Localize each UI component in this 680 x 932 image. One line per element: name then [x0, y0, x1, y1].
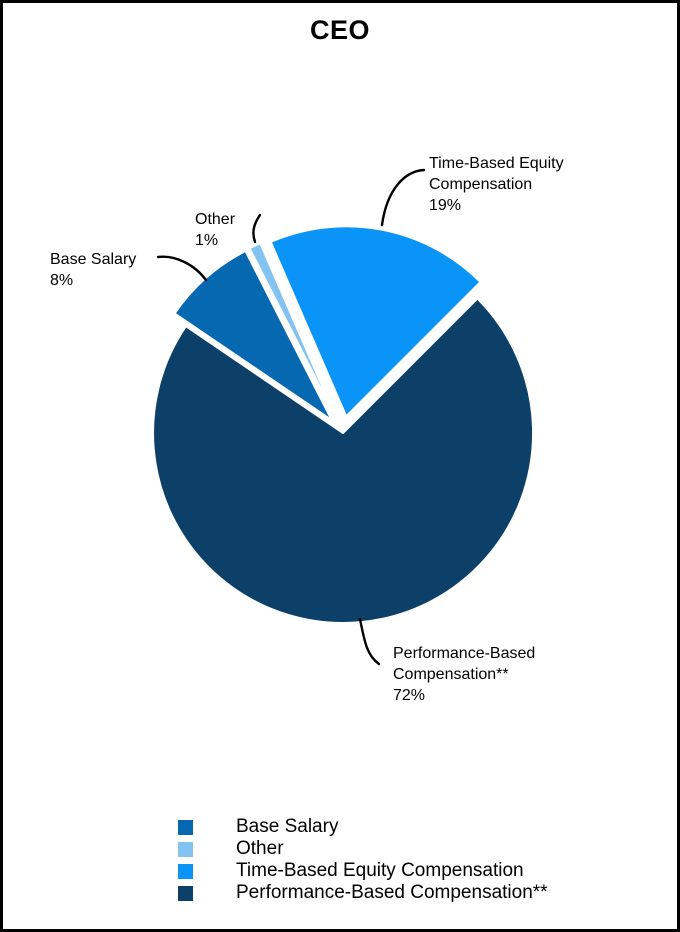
- legend-label-time-based: Time-Based Equity Compensation: [236, 860, 524, 881]
- page-title: CEO: [309, 15, 370, 45]
- legend-swatch-other: [178, 841, 193, 857]
- legend-swatch-base-salary: [178, 819, 193, 835]
- pie-chart: [152, 168, 535, 666]
- pie-slice-time-based-equity-compensation: [269, 225, 482, 418]
- leader-line-time-based: [380, 168, 426, 227]
- legend-swatch-performance: [178, 885, 193, 901]
- legend: Base Salary Other Time-Based Equity Comp…: [178, 816, 548, 904]
- label-time-based-equity: Time-Based Equity Compensation 19%: [429, 155, 564, 214]
- legend-row-performance: Performance-Based Compensation**: [178, 882, 548, 904]
- pie-slices: [152, 225, 535, 624]
- legend-label-other: Other: [236, 838, 284, 859]
- leader-line-performance: [358, 617, 381, 666]
- legend-label-base-salary: Base Salary: [236, 816, 339, 837]
- legend-swatch-time-based: [178, 863, 193, 879]
- label-other: Other 1%: [195, 211, 236, 249]
- leader-line-base-salary: [156, 255, 208, 282]
- legend-label-performance: Performance-Based Compensation**: [236, 882, 548, 903]
- leader-line-other: [252, 213, 262, 244]
- pie-slice-other: [248, 242, 337, 419]
- legend-row-time-based: Time-Based Equity Compensation: [178, 860, 548, 882]
- label-performance-based: Performance-Based Compensation** 72%: [393, 645, 536, 704]
- legend-row-other: Other: [178, 838, 548, 860]
- legend-row-base-salary: Base Salary: [178, 816, 548, 838]
- pie-slice-base-salary: [173, 250, 333, 422]
- label-base-salary: Base Salary 8%: [50, 251, 137, 289]
